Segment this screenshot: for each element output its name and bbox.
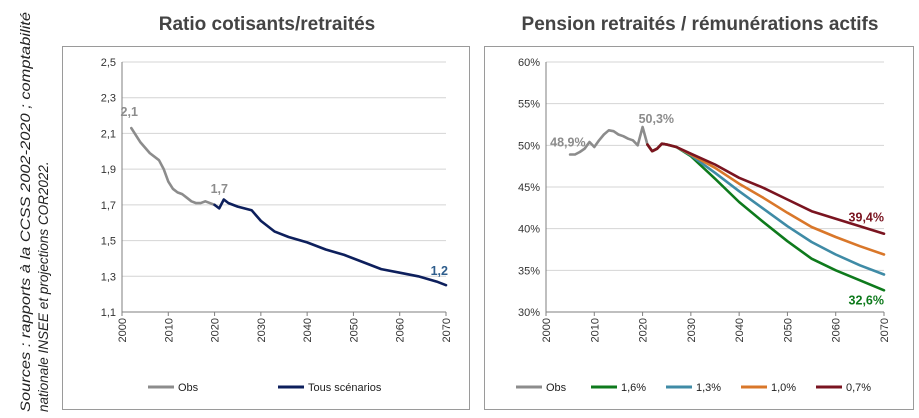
- chart-title: Ratio cotisants/retraités: [158, 14, 376, 35]
- chart-frame: [62, 46, 470, 410]
- x-tick-label: 2010: [163, 318, 175, 342]
- data-label: 48,9%: [550, 136, 585, 150]
- data-label: 2,1: [121, 105, 138, 119]
- source-note: Sources : rapports à la CCSS 2002-2020 ;…: [18, 12, 51, 412]
- x-tick-label: 2020: [638, 318, 650, 342]
- chart-panel-ratio: Ratio cotisants/retraités 2,5 2,3 2,1 1,9 1,…: [62, 0, 472, 410]
- chart-panel-pension: Pension retraités / rémunérations actifs…: [484, 0, 916, 410]
- y-tick-label: 60%: [518, 57, 540, 69]
- y-tick-label: 55%: [518, 99, 540, 111]
- data-label: 1,7: [211, 182, 228, 196]
- legend-label: 1,6%: [621, 382, 646, 394]
- x-tick-label: 2060: [831, 318, 843, 342]
- data-label: 1,2: [431, 264, 448, 278]
- legend-label: 1,0%: [771, 382, 796, 394]
- x-tick-label: 2070: [879, 318, 891, 342]
- legend-label: Tous scénarios: [308, 382, 382, 394]
- x-tick-label: 2010: [589, 318, 601, 342]
- x-tick-label: 2020: [210, 318, 222, 342]
- chart-frame: [484, 46, 914, 410]
- x-tick-label: 2030: [256, 318, 268, 342]
- y-tick-label: 50%: [518, 140, 540, 152]
- y-tick-label: 1,3: [101, 271, 116, 283]
- x-tick-label: 2060: [395, 318, 407, 342]
- series-line-tous-sc-narios: [213, 198, 448, 287]
- y-tick-label: 1,7: [101, 200, 116, 212]
- x-tick-label: 2040: [302, 318, 314, 342]
- series-line-0-7-: [646, 142, 886, 235]
- y-tick-label: 2,5: [101, 57, 116, 69]
- y-tick-label: 2,3: [101, 93, 116, 105]
- y-tick-label: 30%: [518, 307, 540, 319]
- data-label: 50,3%: [639, 112, 674, 126]
- series-line-obs: [568, 125, 649, 156]
- series-line-1-3-: [646, 142, 886, 276]
- x-tick-label: 2000: [541, 318, 553, 342]
- series-line-1-0-: [646, 142, 886, 256]
- chart-title: Pension retraités / rémunérations actifs: [521, 14, 879, 35]
- source-note-line-1: Sources : rapports à la CCSS 2002-2020 ;…: [18, 12, 33, 412]
- data-label: 32,6%: [849, 293, 884, 307]
- legend-label: Obs: [546, 382, 567, 394]
- series-line-obs: [130, 126, 216, 207]
- y-tick-label: 1,1: [101, 307, 116, 319]
- legend-label: 1,3%: [696, 382, 721, 394]
- legend-label: 0,7%: [846, 382, 871, 394]
- data-label: 39,4%: [849, 211, 884, 225]
- x-tick-label: 2000: [117, 318, 129, 342]
- x-tick-label: 2050: [782, 318, 794, 342]
- x-tick-label: 2030: [686, 318, 698, 342]
- y-tick-label: 2,1: [101, 128, 116, 140]
- y-tick-label: 45%: [518, 182, 540, 194]
- y-tick-label: 40%: [518, 224, 540, 236]
- y-tick-label: 35%: [518, 265, 540, 277]
- x-tick-label: 2040: [734, 318, 746, 342]
- legend-label: Obs: [178, 382, 199, 394]
- y-tick-label: 1,5: [101, 236, 116, 248]
- x-tick-label: 2070: [441, 318, 453, 342]
- y-tick-label: 1,9: [101, 164, 116, 176]
- source-note-line-2: nationale INSEE et projections COR2022.: [36, 161, 51, 412]
- chart-pension-svg: 60% 55% 50% 45% 40% 35% 30%2000 2010 2020 2030 204…: [516, 57, 891, 394]
- x-tick-label: 2050: [348, 318, 360, 342]
